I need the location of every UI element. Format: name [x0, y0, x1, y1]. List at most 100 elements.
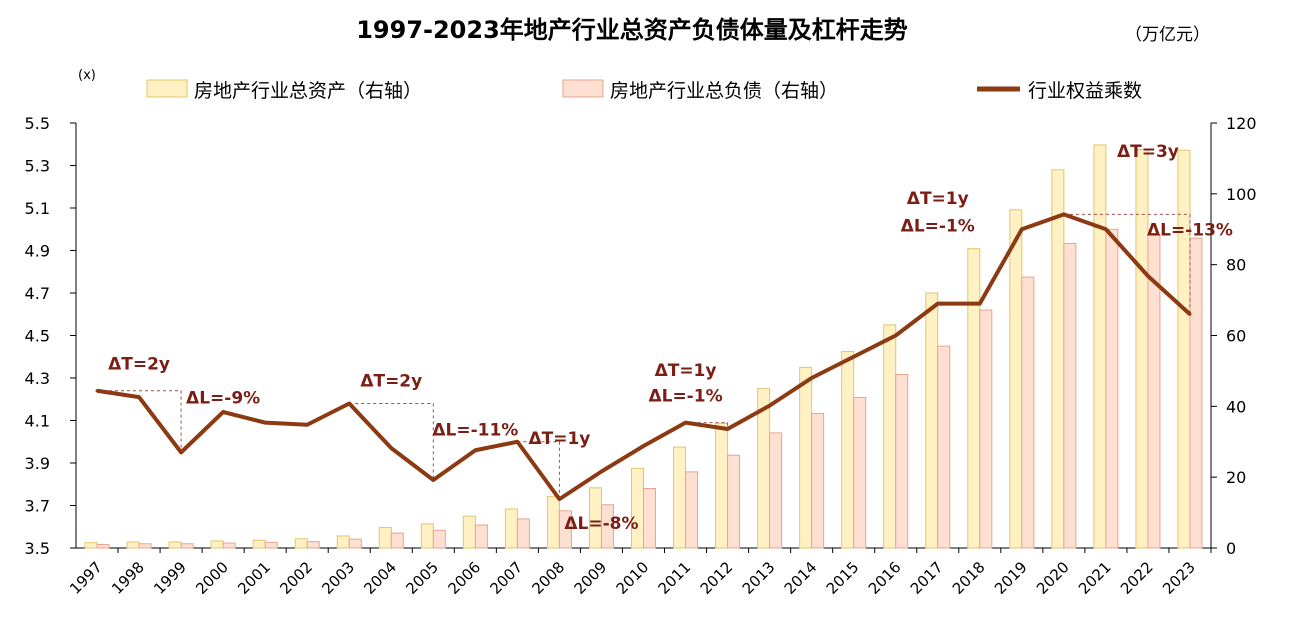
annotation-9: ΔL=-1% [901, 216, 975, 236]
right-tick-label: 100 [1226, 185, 1257, 204]
x-tick-label-2022: 2022 [1117, 558, 1157, 598]
bar-liabilities-2009 [600, 504, 614, 549]
line-point-2003 [347, 402, 351, 405]
line-point-2009 [599, 470, 603, 473]
bar-assets-2012 [715, 422, 729, 549]
chart-title: 1997-2023年地产行业总资产负债体量及杠杆走势 [356, 16, 908, 44]
bar-assets-2014 [799, 366, 813, 549]
bar-assets-2000 [210, 540, 224, 549]
line-point-1998 [137, 395, 141, 399]
bar-liabilities-2015 [853, 396, 867, 549]
legend: 房地产行业总资产（右轴） 房地产行业总负债（右轴） 行业权益乘数 [146, 79, 1142, 102]
x-tick-label-2023: 2023 [1159, 558, 1199, 598]
bar-assets-2002 [294, 538, 308, 549]
line-point-1999 [179, 450, 183, 454]
bar-liabilities-1997 [96, 543, 110, 549]
line-point-2018 [978, 302, 982, 306]
bar-liabilities-2008 [558, 510, 572, 549]
line-point-2016 [894, 334, 898, 337]
bar-assets-2019 [1009, 209, 1023, 549]
line-point-2019 [1020, 227, 1024, 231]
bar-liabilities-2012 [727, 454, 741, 549]
x-tick-label-2021: 2021 [1075, 558, 1115, 598]
left-tick-label: 3.5 [25, 539, 50, 558]
annotation-2: ΔT=2y [360, 372, 422, 392]
bar-assets-2006 [462, 515, 476, 549]
annotation-0: ΔT=2y [108, 355, 170, 375]
bar-assets-2016 [883, 324, 897, 549]
dashed-marker-1 [349, 403, 434, 480]
dashed-marker-3 [685, 422, 729, 429]
x-tick-label-2010: 2010 [613, 558, 653, 598]
right-tick-label: 60 [1226, 327, 1246, 346]
x-tick-label-2013: 2013 [739, 558, 779, 598]
annotation-11: ΔL=-13% [1147, 221, 1233, 241]
left-tick-label: 3.9 [25, 454, 50, 473]
bar-assets-2011 [673, 446, 687, 549]
bar-assets-2005 [420, 523, 434, 549]
left-axis-ticks: 3.5 3.7 3.9 4.1 4.3 4.5 4.7 4.9 5.1 5.3 5.5 [25, 114, 76, 558]
x-tick-label-2004: 2004 [360, 558, 400, 598]
right-axis-ticks: 0 20 40 60 80 100 120 [1211, 114, 1257, 558]
line-point-2004 [389, 446, 393, 450]
x-tick-label-1997: 1997 [66, 558, 106, 598]
annotation-10: ΔT=3y [1117, 142, 1179, 162]
line-point-2014 [810, 376, 814, 380]
bar-assets-2017 [925, 292, 939, 549]
legend-swatch-assets [146, 79, 188, 98]
line-point-2000 [221, 410, 225, 414]
line-point-2020 [1062, 212, 1066, 216]
x-tick-label-2018: 2018 [949, 558, 989, 598]
bar-liabilities-2013 [769, 432, 783, 549]
bar-assets-2001 [252, 539, 266, 549]
left-tick-label: 3.7 [25, 497, 50, 516]
left-tick-label: 4.1 [25, 412, 50, 431]
annotation-3: ΔL=-11% [432, 420, 518, 440]
line-point-2015 [852, 355, 856, 359]
legend-label-assets: 房地产行业总资产（右轴） [194, 80, 422, 102]
bar-liabilities-2021 [1105, 228, 1119, 549]
x-tick-label-2020: 2020 [1033, 558, 1073, 598]
dashed-marker-5 [1063, 213, 1191, 315]
right-tick-label: 40 [1226, 397, 1246, 416]
bar-assets-2008 [546, 496, 560, 549]
bar-liabilities-2005 [432, 529, 446, 549]
x-tick-label-2016: 2016 [865, 558, 905, 598]
x-tick-label-2008: 2008 [529, 558, 569, 598]
bar-liabilities-2010 [643, 488, 656, 549]
bar-liabilities-2020 [1063, 242, 1077, 549]
x-tick-label-2012: 2012 [697, 558, 737, 598]
line-point-2005 [431, 478, 435, 482]
bar-assets-1999 [168, 541, 182, 549]
bar-liabilities-2014 [811, 412, 825, 549]
bar-assets-1997 [84, 542, 98, 549]
bar-liabilities-1999 [180, 543, 194, 549]
bar-assets-2010 [631, 467, 644, 549]
bar-assets-2007 [504, 508, 518, 549]
line-point-1997 [95, 389, 99, 393]
right-tick-label: 20 [1226, 468, 1246, 487]
line-layer [95, 212, 1192, 502]
bar-liabilities-2016 [895, 373, 909, 549]
right-tick-label: 80 [1226, 256, 1246, 275]
bar-assets-2020 [1051, 169, 1065, 549]
line-point-2011 [684, 421, 688, 425]
line-point-2017 [936, 302, 940, 306]
left-tick-label: 5.1 [25, 199, 50, 218]
x-tick-label-2014: 2014 [781, 558, 821, 598]
x-tick-label-2009: 2009 [571, 558, 611, 598]
dashed-marker-2 [517, 441, 560, 500]
x-tick-label-2019: 2019 [991, 558, 1031, 598]
x-tick-label-1999: 1999 [150, 558, 190, 598]
left-tick-label: 4.5 [25, 327, 50, 346]
annotation-5: ΔL=-8% [564, 514, 638, 534]
x-tick-label-2001: 2001 [234, 558, 274, 598]
x-tick-label-2011: 2011 [655, 558, 695, 598]
left-tick-label: 4.9 [25, 242, 50, 261]
bar-liabilities-2017 [937, 345, 951, 549]
line-point-2013 [768, 404, 772, 408]
legend-swatch-liabilities [562, 79, 604, 98]
line-point-2023 [1188, 312, 1192, 316]
x-axis-ticks: 1997 1998 1999 2000 2001 2002 2003 2004 2005 2006… [66, 548, 1212, 598]
bar-liabilities-2003 [348, 538, 362, 549]
